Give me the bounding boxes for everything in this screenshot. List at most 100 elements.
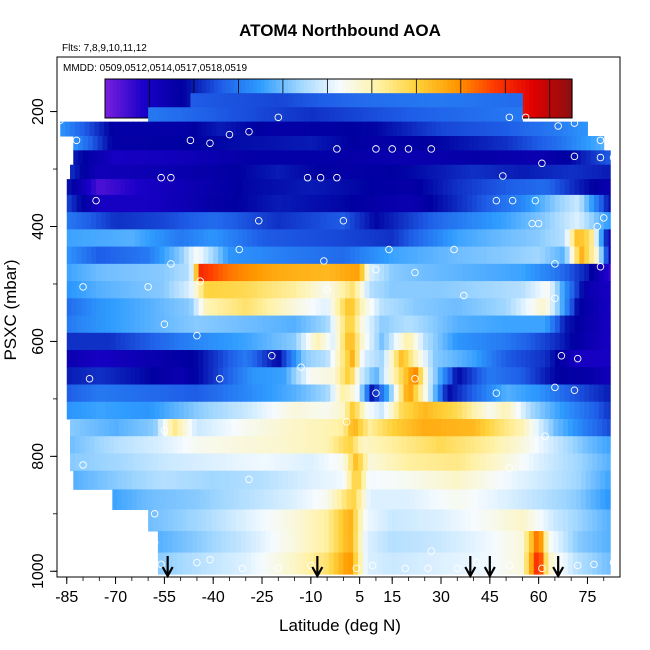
heatmap-cell bbox=[545, 263, 551, 282]
heatmap-cell bbox=[120, 298, 126, 317]
heatmap-cell bbox=[432, 384, 439, 403]
heatmap-cell bbox=[556, 489, 562, 510]
heatmap-cell bbox=[341, 150, 348, 166]
heatmap-cell bbox=[569, 179, 575, 196]
heatmap-cell bbox=[279, 121, 286, 137]
heatmap-cell bbox=[496, 332, 502, 351]
heatmap-cell bbox=[486, 298, 492, 317]
heatmap-cell bbox=[162, 453, 169, 472]
dates-note: MMDD: 0509,0512,0514,0517,0518,0519 bbox=[63, 63, 247, 74]
heatmap-cell bbox=[442, 298, 449, 317]
heatmap-cell bbox=[548, 436, 554, 454]
heatmap-cell bbox=[510, 350, 517, 368]
heatmap-cell bbox=[478, 93, 484, 108]
heatmap-cell bbox=[214, 136, 221, 151]
heatmap-cell bbox=[348, 453, 354, 472]
heatmap-cell bbox=[413, 212, 419, 230]
heatmap-cell bbox=[141, 489, 147, 510]
heatmap-cell bbox=[387, 164, 393, 180]
sample-marker bbox=[453, 564, 462, 573]
heatmap-cell bbox=[427, 298, 434, 317]
heatmap-cell bbox=[157, 418, 164, 437]
heatmap-cell bbox=[602, 531, 608, 554]
heatmap-cell bbox=[266, 332, 273, 351]
heatmap-cell bbox=[314, 436, 320, 454]
heatmap-cell bbox=[213, 281, 219, 299]
heatmap-cell bbox=[120, 263, 126, 282]
heatmap-cell bbox=[493, 93, 499, 108]
heatmap-cell bbox=[375, 150, 382, 166]
heatmap-cell bbox=[315, 263, 322, 282]
heatmap-cell bbox=[330, 367, 336, 386]
heatmap-cell bbox=[593, 401, 600, 420]
heatmap-cell bbox=[278, 136, 284, 151]
heatmap-cell bbox=[566, 470, 572, 490]
heatmap-cell bbox=[410, 470, 416, 490]
heatmap-cell bbox=[320, 179, 326, 196]
heatmap-cell bbox=[185, 136, 191, 151]
x-axis-label: Latitude (deg N) bbox=[279, 616, 401, 635]
heatmap-cell bbox=[304, 531, 310, 554]
heatmap-cell bbox=[405, 150, 411, 166]
heatmap-cell bbox=[317, 470, 323, 490]
heatmap-cell bbox=[89, 164, 95, 180]
sample-marker bbox=[215, 375, 224, 383]
heatmap-cell bbox=[593, 263, 600, 282]
colorbar-swatch bbox=[556, 79, 561, 118]
heatmap-cell bbox=[388, 246, 395, 265]
heatmap-cell bbox=[216, 436, 222, 454]
heatmap-cell bbox=[493, 150, 499, 166]
heatmap-cell bbox=[579, 229, 585, 248]
heatmap-cell bbox=[603, 263, 610, 282]
heatmap-cell bbox=[149, 246, 156, 265]
heatmap-cell bbox=[423, 229, 429, 248]
heatmap-cell bbox=[110, 315, 117, 334]
heatmap-cell bbox=[393, 384, 400, 403]
heatmap-cell bbox=[305, 315, 312, 334]
heatmap-cell bbox=[276, 384, 283, 403]
heatmap-cell bbox=[283, 470, 289, 490]
heatmap-cell bbox=[216, 552, 222, 575]
heatmap-cell bbox=[398, 194, 405, 213]
heatmap-cell bbox=[100, 401, 107, 420]
heatmap-cell bbox=[353, 552, 359, 575]
heatmap-cell bbox=[475, 531, 481, 554]
heatmap-cell bbox=[397, 418, 403, 437]
heatmap-cell bbox=[157, 509, 164, 532]
heatmap-cell bbox=[232, 401, 239, 420]
heatmap-cell bbox=[120, 229, 126, 248]
heatmap-cell bbox=[222, 384, 229, 403]
heatmap-cell bbox=[401, 436, 408, 454]
heatmap-cell bbox=[561, 136, 567, 151]
heatmap-cell bbox=[120, 179, 126, 196]
heatmap-cell bbox=[149, 332, 156, 351]
heatmap-cell bbox=[379, 367, 385, 386]
heatmap-cell bbox=[276, 229, 283, 248]
heatmap-cell bbox=[379, 229, 385, 248]
heatmap-cell bbox=[250, 509, 257, 532]
heatmap-cell bbox=[496, 246, 502, 265]
heatmap-cell bbox=[414, 150, 421, 166]
heatmap-cell bbox=[270, 552, 276, 575]
heatmap-cell bbox=[449, 470, 455, 490]
heatmap-cell bbox=[506, 315, 512, 334]
sample-marker bbox=[492, 196, 501, 205]
heatmap-cell bbox=[105, 179, 112, 196]
heatmap-cell bbox=[126, 136, 133, 151]
heatmap-cell bbox=[493, 136, 499, 151]
heatmap-cell bbox=[593, 315, 600, 334]
heatmap-cell bbox=[574, 332, 580, 351]
heatmap-cell bbox=[81, 229, 87, 248]
heatmap-cell bbox=[250, 453, 257, 472]
heatmap-cell bbox=[74, 121, 81, 137]
heatmap-cell bbox=[270, 453, 276, 472]
heatmap-cell bbox=[198, 194, 204, 213]
heatmap-cell bbox=[603, 350, 610, 368]
heatmap-cell bbox=[229, 136, 235, 151]
heatmap-cell bbox=[362, 453, 369, 472]
heatmap-cell bbox=[328, 436, 335, 454]
heatmap-cell bbox=[501, 212, 507, 230]
heatmap-cell bbox=[545, 315, 551, 334]
heatmap-cell bbox=[597, 531, 603, 554]
heatmap-cell bbox=[354, 179, 361, 196]
